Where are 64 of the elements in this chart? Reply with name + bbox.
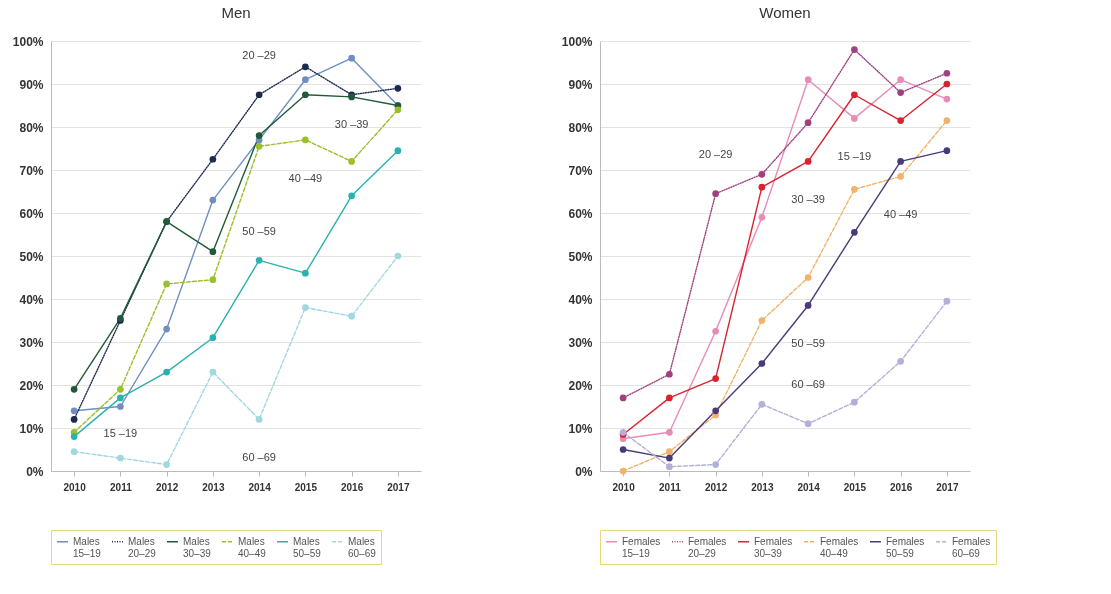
x-tick-label: 2016 (890, 481, 913, 493)
legend-label: Females 40–49 (820, 535, 859, 559)
y-tick-label: 100% (12, 34, 44, 49)
legend-label: Females 60–69 (952, 535, 991, 559)
y-tick-label: 70% (568, 163, 593, 178)
y-tick-label: 60% (19, 206, 44, 221)
y-tick-label: 100% (561, 34, 593, 49)
legend-label: Males 15–19 (73, 535, 102, 559)
annotation: 15 –19 (103, 427, 138, 440)
y-tick-label: 20% (19, 378, 44, 393)
y-tick-label: 70% (19, 163, 44, 178)
y-tick-label: 0% (575, 464, 593, 479)
legend-label: Females 15–19 (622, 535, 661, 559)
x-tick-label: 2013 (751, 481, 774, 493)
x-tick-label: 2011 (110, 481, 133, 493)
x-tick-label: 2017 (936, 481, 959, 493)
y-tick-label: 40% (568, 292, 593, 307)
y-tick-label: 60% (568, 206, 593, 221)
y-tick-label: 50% (19, 249, 44, 264)
y-tick-label: 30% (19, 335, 44, 350)
y-tick-label: 50% (568, 249, 593, 264)
legend-label: Males 20–29 (128, 535, 157, 559)
y-tick-label: 80% (19, 120, 44, 135)
legend-label: Males 50–59 (293, 535, 322, 559)
y-tick-label: 10% (19, 421, 44, 436)
y-tick-label: 20% (568, 378, 593, 393)
y-tick-label: 0% (26, 464, 44, 479)
legend-label: Males 30–39 (183, 535, 212, 559)
y-tick-label: 10% (568, 421, 593, 436)
y-tick-label: 30% (568, 335, 593, 350)
annotation: 20 –29 (242, 49, 276, 62)
y-tick-label: 80% (568, 120, 593, 135)
x-tick-label: 2012 (705, 481, 728, 493)
y-tick-label: 90% (19, 77, 44, 92)
x-tick-label: 2015 (294, 481, 318, 493)
annotation: 30 –39 (791, 193, 825, 206)
legend-label: Females 20–29 (688, 535, 727, 559)
y-tick-label: 40% (19, 292, 44, 307)
annotation: 60 –69 (242, 451, 276, 464)
x-tick-label: 2010 (63, 481, 87, 493)
x-tick-label: 2011 (659, 481, 682, 493)
annotation: 40 –49 (288, 171, 323, 184)
annotation: 50 –59 (791, 337, 825, 350)
legend-label: Males 60–69 (348, 535, 377, 559)
x-tick-label: 2016 (341, 481, 364, 493)
legend-label: Males 40–49 (238, 535, 267, 559)
x-tick-label: 2012 (156, 481, 179, 493)
x-tick-label: 2015 (843, 481, 867, 493)
annotation: 15 –19 (837, 150, 872, 163)
annotation: 50 –59 (242, 225, 276, 238)
annotation: 20 –29 (698, 147, 733, 160)
annotation: 60 –69 (791, 378, 825, 390)
x-tick-label: 2017 (387, 481, 410, 493)
y-tick-label: 90% (568, 77, 593, 92)
x-tick-label: 2014 (797, 481, 821, 493)
chart-title: Men (221, 4, 251, 21)
chart-title: Women (759, 4, 811, 21)
x-tick-label: 2014 (248, 481, 272, 493)
legend-label: Females 30–39 (754, 535, 793, 559)
x-tick-label: 2013 (202, 481, 225, 493)
legend-label: Females 50–59 (886, 535, 925, 559)
annotation: 30 –39 (334, 117, 369, 130)
x-tick-label: 2010 (612, 481, 636, 493)
annotation: 40 –49 (883, 208, 918, 221)
